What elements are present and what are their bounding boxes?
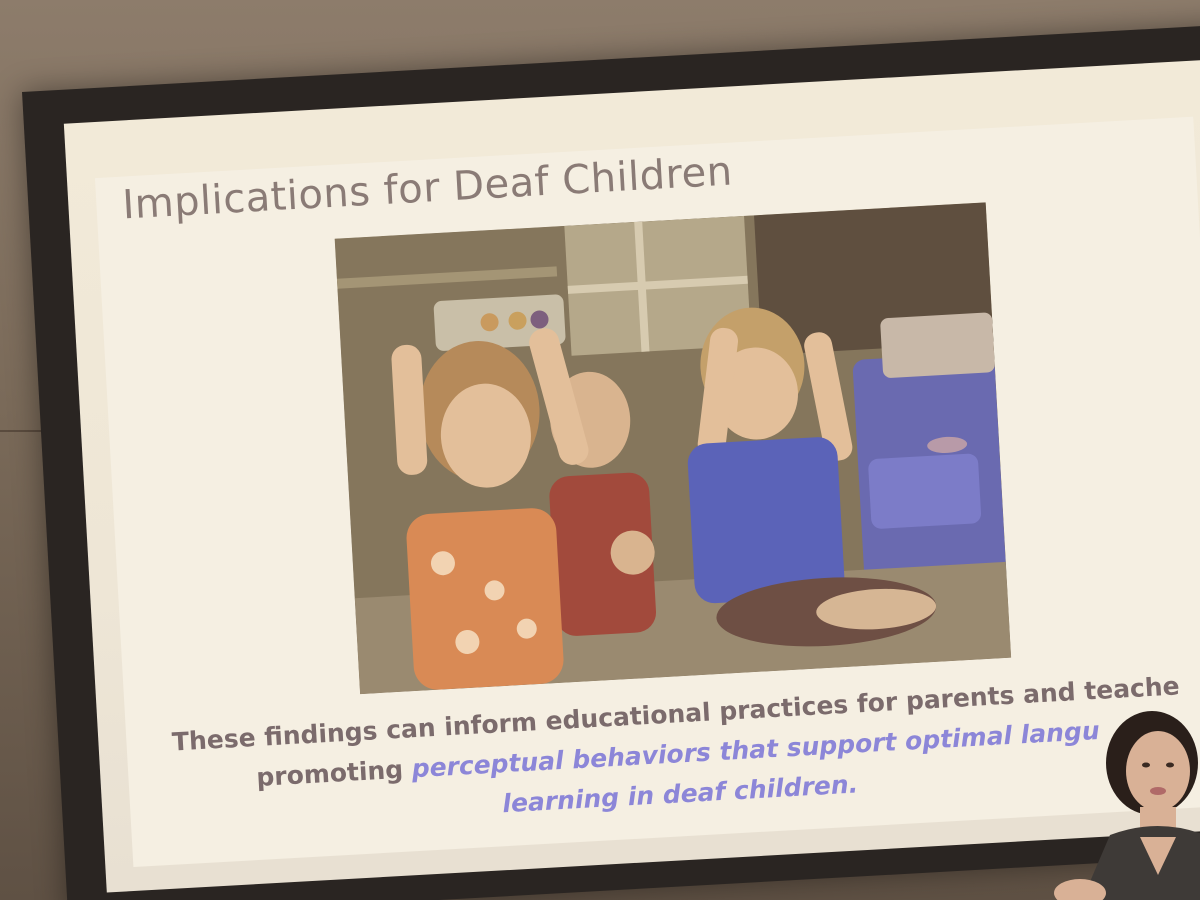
slide: Implications for Deaf Children [63, 58, 1200, 893]
presenter [1040, 705, 1200, 900]
children-signing-photo [334, 202, 1012, 695]
caption-line-2-prefix: promoting [255, 754, 413, 792]
slide-caption: These findings can inform educational pr… [126, 664, 1200, 845]
projection-screen: Implications for Deaf Children [22, 23, 1200, 900]
slide-content: Implications for Deaf Children [94, 116, 1200, 867]
slide-title: Implications for Deaf Children [121, 148, 734, 229]
